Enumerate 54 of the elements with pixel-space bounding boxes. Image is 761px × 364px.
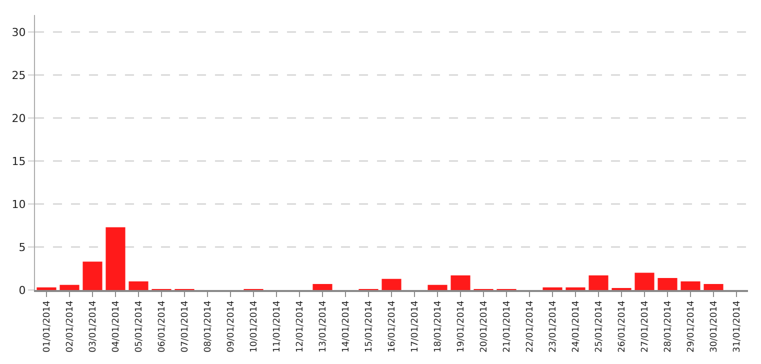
x-tick-label: 31/01/2014: [732, 300, 742, 352]
x-tick-label: 07/01/2014: [180, 300, 190, 352]
x-tick-label: 09/01/2014: [226, 300, 236, 352]
x-tick-label: 17/01/2014: [410, 300, 420, 352]
bar: [588, 275, 608, 290]
bar: [680, 281, 700, 290]
x-tick-label: 27/01/2014: [640, 300, 650, 352]
x-tick-label: 28/01/2014: [663, 300, 674, 352]
bar: [128, 281, 148, 290]
x-tick-label: 13/01/2014: [318, 300, 328, 352]
x-tick-label: 24/01/2014: [571, 300, 582, 352]
x-tick-label: 16/01/2014: [387, 300, 398, 352]
x-tick-label: 08/01/2014: [203, 300, 214, 352]
y-tick-label: 0: [18, 284, 26, 297]
bar: [312, 284, 332, 290]
x-tick-label: 26/01/2014: [617, 300, 628, 352]
bar: [566, 287, 586, 290]
y-tick-label: 15: [12, 154, 26, 168]
x-tick-label: 03/01/2014: [88, 300, 98, 352]
bar: [82, 262, 102, 290]
y-tick-label: 5: [18, 240, 26, 254]
x-tick-label: 30/01/2014: [709, 300, 720, 352]
x-tick-label: 23/01/2014: [548, 300, 558, 352]
x-tick-label: 06/01/2014: [157, 300, 168, 352]
y-tick-label: 10: [12, 198, 26, 211]
x-tick-label: 18/01/2014: [433, 300, 444, 352]
x-tick-label: 10/01/2014: [249, 300, 260, 352]
x-tick-label: 15/01/2014: [364, 300, 374, 352]
x-tick-label: 19/01/2014: [456, 300, 466, 352]
x-tick-label: 05/01/2014: [134, 300, 144, 352]
x-tick-label: 22/01/2014: [525, 300, 536, 352]
x-tick-label: 25/01/2014: [594, 300, 604, 352]
x-tick-label: 21/01/2014: [502, 300, 512, 352]
bar: [36, 287, 56, 290]
x-tick-label: 11/01/2014: [272, 300, 282, 352]
x-tick-label: 29/01/2014: [686, 300, 696, 352]
bar: [704, 284, 724, 290]
bar: [658, 278, 678, 290]
y-tick-label: 30: [12, 26, 26, 40]
bar: [542, 287, 562, 290]
bar: [428, 284, 448, 290]
bar: [450, 275, 470, 290]
x-tick-label: 01/01/2014: [42, 300, 52, 352]
y-tick-label: 25: [12, 69, 26, 82]
bar: [634, 272, 654, 290]
bar: [60, 284, 80, 290]
x-tick-label: 12/01/2014: [295, 300, 306, 352]
y-tick-label: 20: [12, 112, 26, 125]
x-tick-label: 20/01/2014: [479, 300, 490, 352]
bar: [106, 227, 126, 290]
x-tick-label: 04/01/2014: [111, 300, 122, 352]
x-tick-label: 02/01/2014: [65, 300, 76, 352]
x-tick-label: 14/01/2014: [341, 300, 352, 352]
bar: [382, 278, 402, 290]
